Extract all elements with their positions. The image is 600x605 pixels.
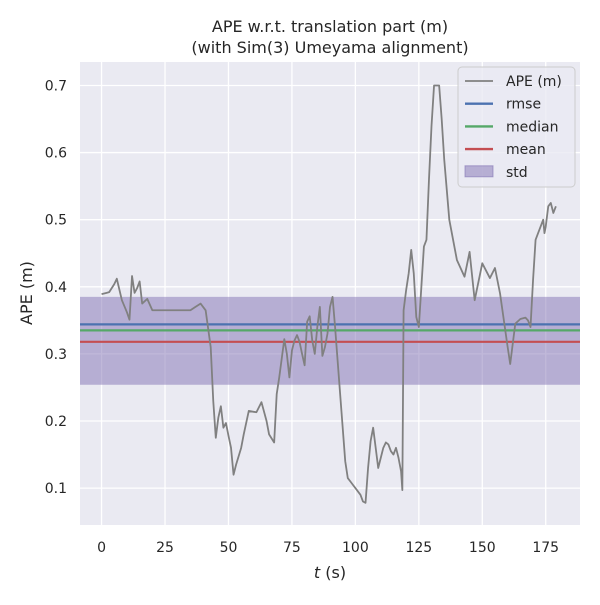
y-tick-label: 0.6 (45, 146, 67, 162)
legend-box (457, 66, 576, 188)
chart-title: APE w.r.t. translation part (m) (212, 17, 448, 36)
legend: APE (m) rmse median mean std (457, 66, 576, 188)
legend-swatch-std (464, 165, 494, 178)
x-axis-variable: t (314, 563, 321, 582)
legend-label-rmse: rmse (506, 97, 541, 113)
x-axis-label: t (s) (314, 563, 346, 582)
stat-lines-layer (80, 323, 580, 343)
y-tick-label: 0.7 (45, 78, 67, 94)
x-tick-label: 25 (156, 540, 174, 556)
legend-label-std: std (506, 165, 528, 181)
y-tick-label: 0.3 (45, 347, 67, 363)
y-tick-label: 0.1 (45, 481, 67, 497)
ape-series-line (101, 84, 557, 504)
chart-subtitle: (with Sim(3) Umeyama alignment) (191, 38, 468, 57)
x-tick-label: 50 (220, 540, 238, 556)
x-tick-label: 100 (342, 540, 369, 556)
x-tick-label: 125 (405, 540, 432, 556)
legend-label-median: median (506, 119, 558, 135)
x-tick-label: 150 (469, 540, 496, 556)
y-tick-label: 0.4 (45, 280, 67, 296)
x-tick-label: 75 (283, 540, 301, 556)
tick-labels: 0 25 50 75 100 125 150 175 0.1 0.2 0.3 0.4 0.5 0.6 0.7 (45, 78, 559, 556)
x-axis-unit: (s) (320, 563, 346, 582)
legend-label-ape: APE (m) (506, 74, 562, 90)
x-tick-label: 0 (97, 540, 106, 556)
y-tick-label: 0.2 (45, 414, 67, 430)
series-layer (101, 84, 557, 504)
legend-label-mean: mean (506, 142, 546, 158)
x-tick-label: 175 (532, 540, 559, 556)
y-axis-label: APE (m) (17, 261, 36, 325)
y-tick-label: 0.5 (45, 213, 67, 229)
